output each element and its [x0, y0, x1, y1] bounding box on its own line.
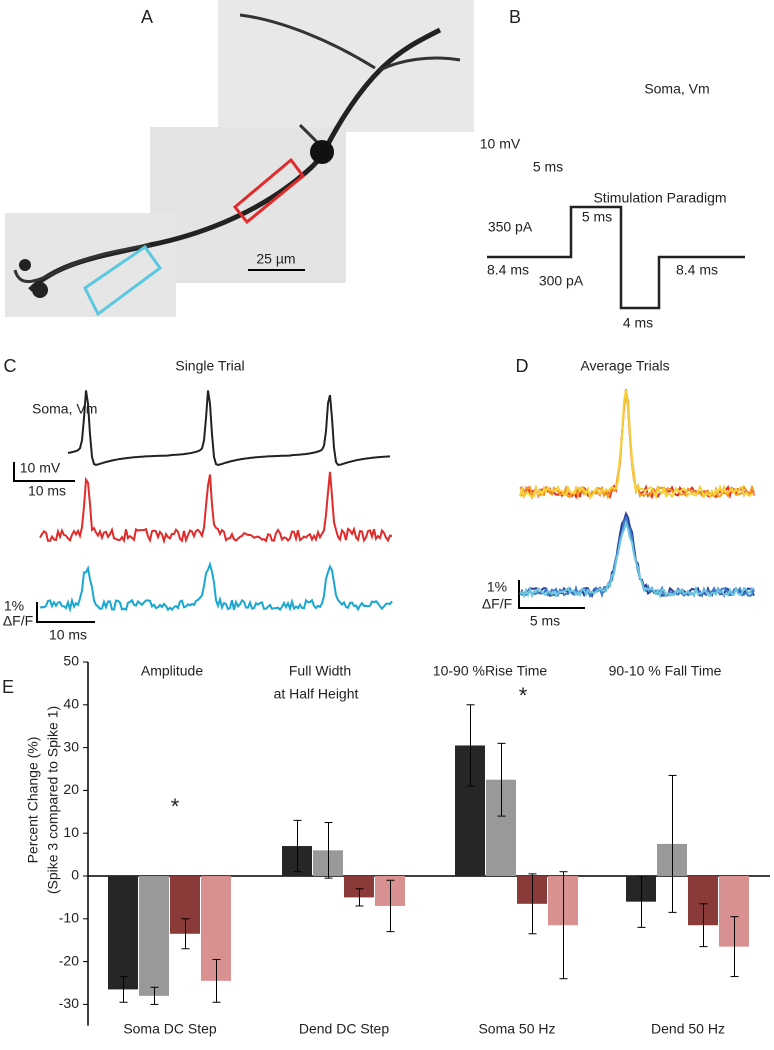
- y-axis-label: Percent Change (%): [25, 737, 41, 864]
- bar: [139, 876, 169, 996]
- scale-label: 10 ms: [28, 483, 66, 499]
- error-bar: [668, 774, 677, 913]
- y-tick-label: -20: [59, 952, 79, 968]
- error-bar: [559, 871, 568, 980]
- error-bar: [212, 958, 221, 1003]
- error-bar: [637, 875, 646, 928]
- scale-label: 25 µm: [256, 251, 295, 267]
- error-bar: [181, 918, 190, 950]
- error-bar: [119, 976, 128, 1003]
- error-bar: [150, 986, 159, 1005]
- error-bar: [528, 873, 537, 935]
- x-tick-label: Soma 50 Hz: [478, 1021, 555, 1037]
- scale-label: ΔF/F: [3, 613, 33, 629]
- trace: [519, 389, 755, 500]
- x-tick-label: Dend DC Step: [299, 1021, 389, 1037]
- y-tick-label: -30: [59, 995, 79, 1011]
- panel-title: Average Trials: [580, 358, 669, 374]
- y-tick-label: 20: [63, 781, 79, 797]
- y-tick-label: 10: [63, 824, 79, 840]
- bar: [108, 876, 138, 990]
- y-axis-label: (Spike 3 compared to Spike 1): [45, 706, 61, 894]
- bar: [344, 876, 374, 898]
- scale-label: 5 ms: [533, 159, 563, 175]
- annotation: *: [519, 683, 528, 708]
- panel-title: Single Trial: [175, 358, 244, 374]
- trace-label: Soma, Vm: [32, 401, 97, 417]
- trace: [519, 511, 755, 598]
- trace: [519, 390, 755, 501]
- panel-letter: A: [141, 7, 153, 27]
- stim-label: 4 ms: [623, 315, 653, 331]
- panel-letter: E: [2, 677, 14, 697]
- annotation: *: [171, 794, 180, 819]
- scale-label: 10 mV: [480, 136, 521, 152]
- stim-label: 5 ms: [582, 209, 612, 225]
- scale-label: 1%: [487, 579, 507, 595]
- error-bar: [497, 742, 506, 817]
- annotation: 10-90 %Rise Time: [433, 663, 548, 679]
- trace: [39, 471, 393, 545]
- stim-label: 350 pA: [488, 219, 533, 235]
- annotation: Amplitude: [141, 663, 203, 679]
- stim-label: 8.4 ms: [676, 262, 718, 278]
- panel-letter: D: [516, 356, 529, 376]
- paradigm-title: Stimulation Paradigm: [593, 190, 726, 206]
- error-bar: [386, 879, 395, 933]
- trace: [67, 390, 391, 466]
- stim-label: 8.4 ms: [487, 262, 529, 278]
- y-tick-label: 0: [71, 867, 79, 883]
- error-bar: [466, 704, 475, 787]
- scale-label: 1%: [4, 598, 24, 614]
- trace: [519, 519, 755, 599]
- error-bar: [699, 903, 708, 948]
- annotation: at Half Height: [274, 686, 359, 702]
- trace: [519, 515, 755, 599]
- scale-label: 10 mV: [20, 460, 61, 476]
- trace-label: Soma, Vm: [644, 81, 709, 97]
- error-bar: [355, 888, 364, 907]
- y-tick-label: -10: [59, 910, 79, 926]
- error-bar: [730, 916, 739, 978]
- scale-label: 5 ms: [530, 613, 560, 629]
- scale-label: ΔF/F: [482, 596, 512, 612]
- trace: [519, 389, 755, 500]
- y-tick-label: 30: [63, 738, 79, 754]
- x-tick-label: Dend 50 Hz: [651, 1021, 725, 1037]
- traces: [39, 389, 755, 613]
- error-bar: [293, 819, 302, 873]
- y-tick-label: 40: [63, 696, 79, 712]
- panel-letter: B: [509, 7, 521, 27]
- scale-bar: [13, 462, 75, 482]
- trace: [39, 561, 393, 613]
- stimulus-trace: [487, 205, 745, 310]
- scale-label: 10 ms: [49, 627, 87, 643]
- micrograph: [5, 0, 474, 317]
- scale-bar: [36, 602, 95, 623]
- annotation: Full Width: [289, 663, 351, 679]
- stim-label: 300 pA: [539, 273, 584, 289]
- panel-letter: C: [4, 356, 17, 376]
- x-tick-label: Soma DC Step: [123, 1021, 217, 1037]
- scale-bar: [518, 580, 585, 609]
- annotation: 90-10 % Fall Time: [609, 663, 722, 679]
- y-tick-label: 50: [63, 653, 79, 669]
- error-bar: [324, 822, 333, 879]
